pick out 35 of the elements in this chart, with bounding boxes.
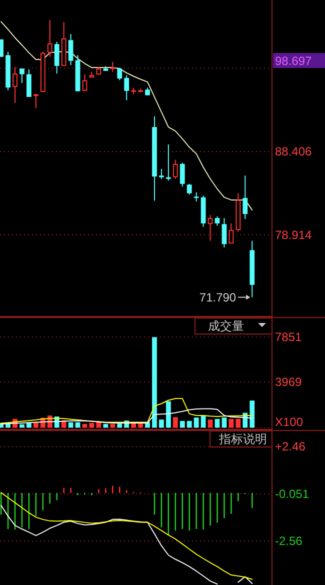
annotation: 71.790 <box>199 290 236 304</box>
chart-title: 成交量 <box>208 319 244 333</box>
candlestick <box>186 183 192 196</box>
candlestick <box>172 159 178 180</box>
candlestick <box>54 41 60 74</box>
candlestick <box>194 192 199 202</box>
y-tick-label: -2.56 <box>275 534 303 548</box>
y-tick-label: X100 <box>275 415 304 429</box>
candlestick <box>180 162 185 188</box>
y-tick-label: -0.051 <box>275 486 310 501</box>
line-series <box>0 492 253 580</box>
y-tick-label: 7851 <box>275 330 302 344</box>
candlestick <box>228 222 234 244</box>
candlestick <box>208 214 213 242</box>
y-tick-label: 88.406 <box>275 144 312 158</box>
candlestick <box>214 216 220 226</box>
candlestick <box>124 74 130 101</box>
candlestick <box>110 61 116 72</box>
candlestick <box>47 20 52 58</box>
candlestick <box>117 67 122 81</box>
candlestick <box>33 94 38 109</box>
y-tick-label: 78.914 <box>275 228 312 242</box>
candlestick <box>20 68 24 84</box>
chart-title: 指标说明 <box>218 432 267 446</box>
candlestick <box>12 66 18 104</box>
y-tick-label: +2.46 <box>275 440 306 454</box>
candlestick <box>82 74 88 92</box>
candlestick <box>159 168 164 180</box>
text: 98.697 <box>275 54 312 68</box>
candlestick <box>68 34 74 66</box>
candlestick <box>222 218 227 248</box>
candlestick <box>242 175 248 220</box>
candlestick <box>166 144 171 182</box>
candlestick <box>26 68 32 98</box>
y-tick-label: 3969 <box>275 374 302 389</box>
